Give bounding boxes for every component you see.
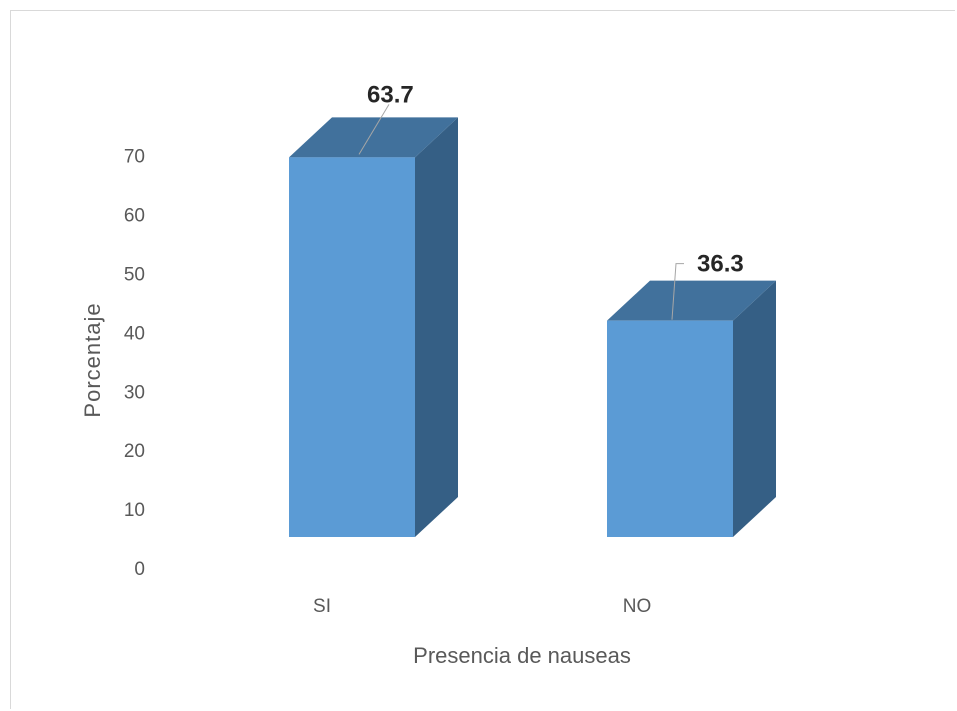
y-tick-label-40: 40 xyxy=(124,323,145,344)
chart-frame xyxy=(10,10,955,709)
bar-front-face xyxy=(289,157,415,537)
bar-top-face xyxy=(289,117,458,158)
y-axis-title: Porcentaje xyxy=(80,302,105,417)
data-label-leader-line xyxy=(671,263,684,320)
y-tick-label-20: 20 xyxy=(124,441,145,462)
data-label-si: 63.7 xyxy=(367,81,414,108)
data-label-leader-line xyxy=(358,104,390,155)
y-tick-label-50: 50 xyxy=(124,265,145,286)
x-category-no: NO xyxy=(623,596,652,617)
x-axis-categories: SI NO xyxy=(313,596,651,617)
y-tick-label-10: 10 xyxy=(124,500,145,521)
bar-no: 36.3 xyxy=(607,251,776,537)
bar-side-face xyxy=(733,280,776,537)
bars: 63.7 36.3 xyxy=(289,81,776,538)
y-tick-label-60: 60 xyxy=(124,206,145,227)
x-category-si: SI xyxy=(313,596,331,617)
bar-front-face xyxy=(607,320,733,537)
y-tick-label-30: 30 xyxy=(124,382,145,403)
bar-si: 63.7 xyxy=(289,81,458,538)
bar-top-face xyxy=(607,280,776,321)
y-axis-ticks: 0 10 20 30 40 50 60 70 xyxy=(124,147,145,580)
bar-side-face xyxy=(415,117,458,538)
y-tick-label-0: 0 xyxy=(134,559,145,580)
data-label-no: 36.3 xyxy=(697,251,744,278)
y-tick-label-70: 70 xyxy=(124,147,145,168)
x-axis-title: Presencia de nauseas xyxy=(413,643,631,668)
